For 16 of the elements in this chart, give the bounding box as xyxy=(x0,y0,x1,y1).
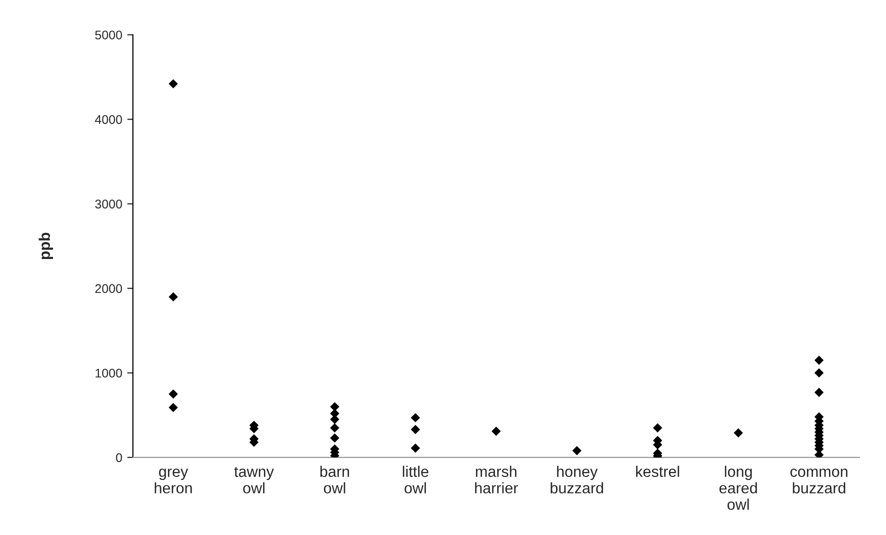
x-tick-label: barn owl xyxy=(320,466,350,494)
y-tick-label: 0 xyxy=(116,453,122,462)
x-tick-label: long eared owl xyxy=(719,466,757,510)
x-tick-label: marsh harrier xyxy=(475,466,518,494)
x-tick-label: little owl xyxy=(402,466,428,494)
x-tick-label: common buzzard xyxy=(790,468,848,494)
y-tick-label: 5000 xyxy=(95,30,122,40)
y-tick-label: 4000 xyxy=(94,115,122,124)
y-axis-title: ppb xyxy=(38,232,54,260)
x-tick-label: grey heron xyxy=(154,468,192,494)
y-tick-label: 1000 xyxy=(96,368,122,378)
x-tick-label: kestrel xyxy=(636,466,680,477)
x-tick-label: honey buzzard xyxy=(550,466,604,494)
x-tick-label: tawny owl xyxy=(234,466,274,494)
y-tick-label: 2000 xyxy=(95,284,122,294)
y-tick-label: 3000 xyxy=(95,200,122,208)
